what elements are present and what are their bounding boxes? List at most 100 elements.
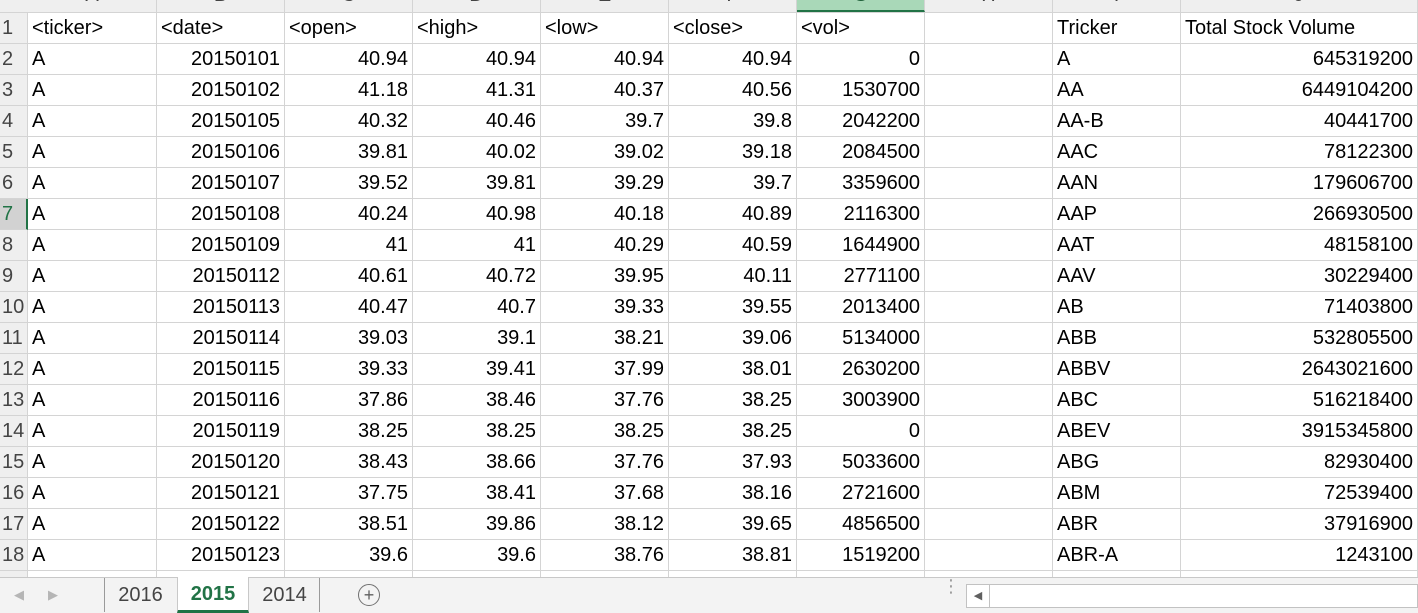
cell-d[interactable] — [413, 571, 541, 577]
cell-j[interactable]: 3915345800 — [1181, 416, 1418, 447]
cell-e[interactable]: 39.7 — [541, 106, 669, 137]
cell-h[interactable] — [925, 478, 1053, 509]
cell-i[interactable]: ABR — [1053, 509, 1181, 540]
cell-d[interactable]: 40.02 — [413, 137, 541, 168]
cell-f[interactable]: 38.81 — [669, 540, 797, 571]
cell-c[interactable]: 41.18 — [285, 75, 413, 106]
cell-e[interactable]: <low> — [541, 13, 669, 44]
cell-d[interactable]: <high> — [413, 13, 541, 44]
cell-h[interactable] — [925, 416, 1053, 447]
cell-g[interactable]: 4856500 — [797, 509, 925, 540]
cell-b[interactable]: 20150121 — [157, 478, 285, 509]
cell-h[interactable] — [925, 323, 1053, 354]
cell-f[interactable]: 40.89 — [669, 199, 797, 230]
cell-b[interactable]: 20150109 — [157, 230, 285, 261]
cell-e[interactable]: 39.02 — [541, 137, 669, 168]
row-header[interactable]: 5 — [0, 137, 28, 168]
cell-d[interactable]: 41 — [413, 230, 541, 261]
row-header[interactable]: 10 — [0, 292, 28, 323]
cell-j[interactable]: 37916900 — [1181, 509, 1418, 540]
cell-e[interactable]: 40.37 — [541, 75, 669, 106]
cell-i[interactable]: ABG — [1053, 447, 1181, 478]
cell-b[interactable]: 20150101 — [157, 44, 285, 75]
cell-a[interactable]: A — [28, 540, 157, 571]
cell-h[interactable] — [925, 106, 1053, 137]
cell-i[interactable]: ABB — [1053, 323, 1181, 354]
cell-f[interactable]: <close> — [669, 13, 797, 44]
row-header[interactable]: 12 — [0, 354, 28, 385]
cell-j[interactable]: 30229400 — [1181, 261, 1418, 292]
cell-b[interactable]: 20150123 — [157, 540, 285, 571]
cell-a[interactable]: A — [28, 354, 157, 385]
cell-c[interactable]: 40.24 — [285, 199, 413, 230]
cell-b[interactable] — [157, 571, 285, 577]
cell-f[interactable]: 37.93 — [669, 447, 797, 478]
cell-b[interactable]: 20150102 — [157, 75, 285, 106]
cell-c[interactable]: 39.52 — [285, 168, 413, 199]
cell-i[interactable]: ABEV — [1053, 416, 1181, 447]
cell-c[interactable]: 40.61 — [285, 261, 413, 292]
spreadsheet-grid[interactable]: 1 <ticker> <date> <open> <high> <low> <close> <… — [0, 13, 1418, 577]
row-header[interactable]: 15 — [0, 447, 28, 478]
cell-h[interactable] — [925, 447, 1053, 478]
cell-a[interactable]: A — [28, 509, 157, 540]
cell-d[interactable]: 40.46 — [413, 106, 541, 137]
cell-e[interactable]: 38.25 — [541, 416, 669, 447]
cell-a[interactable]: A — [28, 478, 157, 509]
cell-d[interactable]: 38.41 — [413, 478, 541, 509]
row-header[interactable]: 9 — [0, 261, 28, 292]
cell-b[interactable]: 20150108 — [157, 199, 285, 230]
cell-c[interactable] — [285, 571, 413, 577]
cell-e[interactable] — [541, 571, 669, 577]
column-header-g[interactable]: G — [797, 0, 925, 12]
cell-f[interactable]: 40.59 — [669, 230, 797, 261]
cell-b[interactable]: 20150113 — [157, 292, 285, 323]
cell-c[interactable]: 40.94 — [285, 44, 413, 75]
cell-h[interactable] — [925, 261, 1053, 292]
cell-d[interactable]: 39.6 — [413, 540, 541, 571]
column-header-c[interactable]: C — [285, 0, 413, 12]
scrollbar-thumb[interactable] — [993, 588, 1413, 604]
prev-sheet-icon[interactable]: ◀ — [14, 587, 24, 602]
cell-j[interactable]: 78122300 — [1181, 137, 1418, 168]
cell-h[interactable] — [925, 292, 1053, 323]
cell-b[interactable]: 20150116 — [157, 385, 285, 416]
row-header[interactable]: 3 — [0, 75, 28, 106]
cell-d[interactable]: 39.86 — [413, 509, 541, 540]
cell-c[interactable]: 37.86 — [285, 385, 413, 416]
cell-g[interactable]: 2721600 — [797, 478, 925, 509]
cell-e[interactable]: 38.21 — [541, 323, 669, 354]
cell-i[interactable]: ABBV — [1053, 354, 1181, 385]
cell-b[interactable]: 20150122 — [157, 509, 285, 540]
cell-f[interactable]: 39.06 — [669, 323, 797, 354]
row-header[interactable] — [0, 571, 28, 577]
cell-c[interactable]: 39.6 — [285, 540, 413, 571]
cell-j[interactable]: 266930500 — [1181, 199, 1418, 230]
cell-g[interactable]: 0 — [797, 44, 925, 75]
cell-g[interactable]: 1530700 — [797, 75, 925, 106]
cell-j[interactable]: 1243100 — [1181, 540, 1418, 571]
cell-g[interactable]: 3359600 — [797, 168, 925, 199]
cell-e[interactable]: 39.95 — [541, 261, 669, 292]
cell-i[interactable]: AAP — [1053, 199, 1181, 230]
cell-f[interactable]: 39.8 — [669, 106, 797, 137]
cell-f[interactable]: 39.65 — [669, 509, 797, 540]
cell-i[interactable]: AA-B — [1053, 106, 1181, 137]
cell-e[interactable]: 39.29 — [541, 168, 669, 199]
column-header-i[interactable]: I — [1053, 0, 1181, 12]
row-header[interactable]: 14 — [0, 416, 28, 447]
cell-f[interactable]: 38.25 — [669, 385, 797, 416]
cell-a[interactable]: A — [28, 261, 157, 292]
cell-c[interactable]: 38.25 — [285, 416, 413, 447]
cell-f[interactable]: 40.11 — [669, 261, 797, 292]
sheet-tab-2016[interactable]: 2016 — [104, 578, 176, 612]
cell-i[interactable]: AB — [1053, 292, 1181, 323]
cell-a[interactable] — [28, 571, 157, 577]
cell-b[interactable]: 20150115 — [157, 354, 285, 385]
cell-j[interactable]: 2643021600 — [1181, 354, 1418, 385]
cell-a[interactable]: A — [28, 385, 157, 416]
cell-j[interactable]: 532805500 — [1181, 323, 1418, 354]
cell-a[interactable]: A — [28, 292, 157, 323]
cell-g[interactable]: 2116300 — [797, 199, 925, 230]
cell-d[interactable]: 38.46 — [413, 385, 541, 416]
